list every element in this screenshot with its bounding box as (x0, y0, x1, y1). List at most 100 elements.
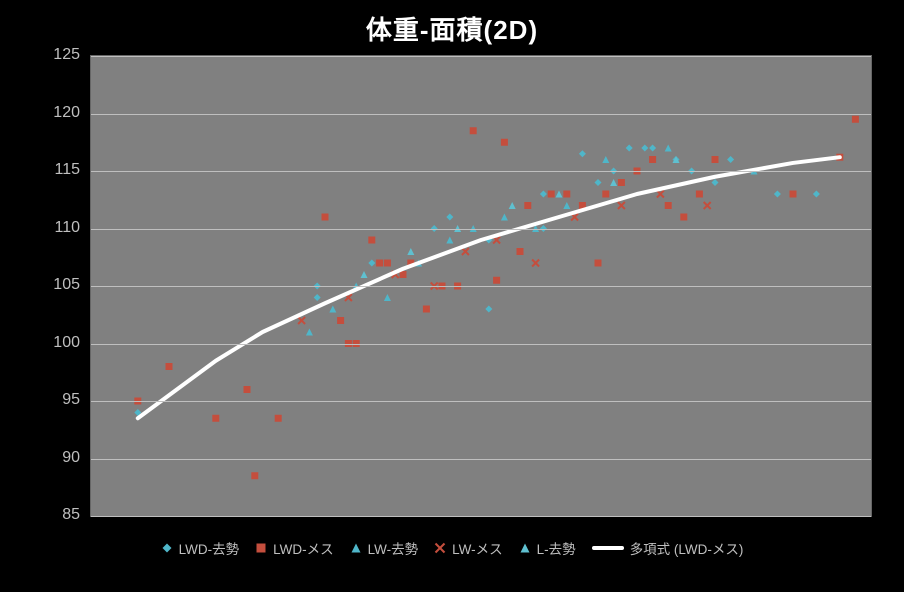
y-tick-label: 95 (35, 391, 80, 409)
data-point (595, 179, 602, 186)
legend-item: 多項式 (LWD-メス) (592, 538, 744, 558)
data-point (251, 472, 258, 479)
data-point (563, 202, 570, 209)
data-point (563, 191, 570, 198)
legend-marker-icon (255, 542, 267, 554)
chart-title: 体重-面積(2D) (0, 10, 904, 47)
data-point (727, 156, 734, 163)
y-tick-label: 110 (35, 219, 80, 237)
data-point (423, 306, 430, 313)
legend-item: LWD-メス (255, 538, 334, 558)
data-point (306, 329, 313, 336)
legend-item: L-去勢 (519, 538, 576, 558)
data-point (813, 191, 820, 198)
data-point (790, 191, 797, 198)
legend: LWD-去勢 LWD-メス LW-去勢 LW-メス L-去勢 多項式 (LWD-メス) (0, 538, 904, 558)
legend-label: LW-メス (452, 538, 503, 558)
data-point (509, 202, 516, 209)
legend-label: LWD-メス (273, 538, 334, 558)
legend-marker-icon (350, 542, 362, 554)
gridline (91, 56, 871, 57)
data-point (665, 202, 672, 209)
data-point (329, 306, 336, 313)
gridline (91, 229, 871, 230)
data-point (298, 317, 305, 324)
data-point (275, 415, 282, 422)
data-point (470, 127, 477, 134)
data-point (368, 260, 375, 267)
legend-label: L-去勢 (537, 538, 576, 558)
y-tick-label: 125 (35, 46, 80, 64)
gridline (91, 401, 871, 402)
data-point (852, 116, 859, 123)
legend-label: LWD-去勢 (179, 538, 240, 558)
y-tick-label: 105 (35, 276, 80, 294)
data-point (368, 237, 375, 244)
data-point (493, 277, 500, 284)
data-point (696, 191, 703, 198)
data-point (548, 191, 555, 198)
legend-line-swatch (592, 546, 624, 550)
legend-item: LW-去勢 (350, 538, 419, 558)
data-point (602, 156, 609, 163)
data-point (657, 191, 664, 198)
data-point (665, 145, 672, 152)
data-point (314, 294, 321, 301)
data-point (524, 202, 531, 209)
legend-marker-icon (161, 542, 173, 554)
data-point (579, 150, 586, 157)
data-point (649, 145, 656, 152)
gridline (91, 286, 871, 287)
data-point (446, 237, 453, 244)
y-tick-label: 85 (35, 506, 80, 524)
data-point (712, 156, 719, 163)
gridline (91, 171, 871, 172)
plot-area (90, 55, 872, 517)
y-tick-label: 90 (35, 449, 80, 467)
data-point (602, 191, 609, 198)
gridline (91, 114, 871, 115)
gridline (91, 516, 871, 517)
data-point (626, 145, 633, 152)
data-point (501, 139, 508, 146)
legend-label: LW-去勢 (368, 538, 419, 558)
data-point (361, 271, 368, 278)
data-point (244, 386, 251, 393)
data-point (618, 179, 625, 186)
trend-line (138, 157, 840, 418)
data-point (337, 317, 344, 324)
data-point (532, 260, 539, 267)
data-point (485, 306, 492, 313)
gridline (91, 459, 871, 460)
data-point (322, 214, 329, 221)
data-point (712, 179, 719, 186)
data-point (384, 294, 391, 301)
data-point (446, 214, 453, 221)
gridline (91, 344, 871, 345)
data-point (407, 248, 414, 255)
data-point (517, 248, 524, 255)
data-point (618, 202, 625, 209)
chart-container: 体重-面積(2D) 859095100105110115120125 LWD-去… (0, 0, 904, 592)
data-point (641, 145, 648, 152)
data-point (501, 214, 508, 221)
y-tick-label: 120 (35, 104, 80, 122)
data-point (704, 202, 711, 209)
legend-label: 多項式 (LWD-メス) (630, 538, 744, 558)
data-point (400, 271, 407, 278)
legend-marker-icon (434, 542, 446, 554)
data-point (540, 191, 547, 198)
data-point (774, 191, 781, 198)
data-point (595, 260, 602, 267)
data-point (680, 214, 687, 221)
y-tick-label: 100 (35, 334, 80, 352)
data-point (166, 363, 173, 370)
data-point (462, 248, 469, 255)
data-point (556, 191, 563, 198)
data-point (376, 260, 383, 267)
legend-marker-icon (519, 542, 531, 554)
data-point (384, 260, 391, 267)
legend-item: LW-メス (434, 538, 503, 558)
data-point (610, 179, 617, 186)
legend-item: LWD-去勢 (161, 538, 240, 558)
